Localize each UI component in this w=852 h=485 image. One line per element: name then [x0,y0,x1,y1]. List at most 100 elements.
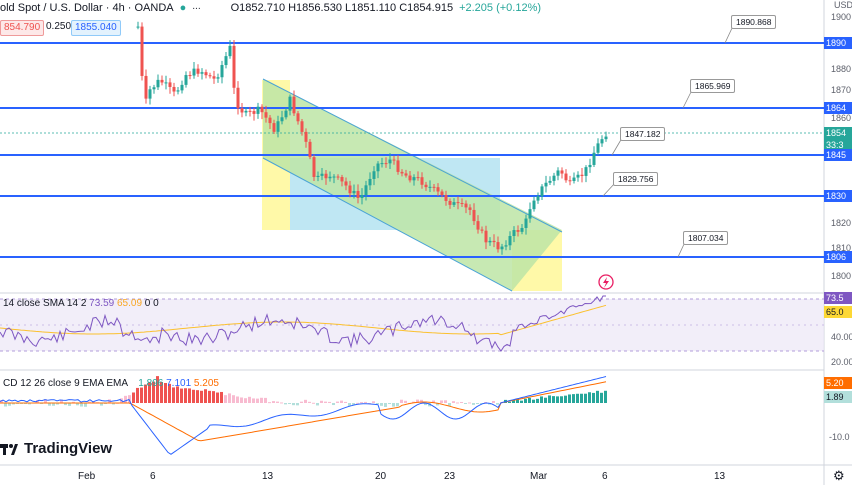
candle[interactable] [396,155,400,175]
candle[interactable] [212,70,216,84]
callout-level-2[interactable]: 1865.969 [690,79,736,93]
candle[interactable] [452,198,456,208]
candle[interactable] [140,22,144,81]
candle[interactable] [492,234,496,248]
candle[interactable] [464,200,468,214]
candle[interactable] [572,172,576,184]
candle[interactable] [180,80,184,94]
settings-icon[interactable]: ⚙ [833,468,845,483]
rsi-label[interactable]: 14 close SMA 14 2 [3,298,87,309]
candle[interactable] [204,69,208,79]
candle[interactable] [228,40,232,59]
candle[interactable] [284,107,288,120]
candle[interactable] [488,237,492,246]
candle[interactable] [388,153,392,169]
candle[interactable] [364,180,368,201]
candle[interactable] [576,171,580,182]
chart-settings-icon[interactable]: ● [179,2,187,14]
candle[interactable] [148,85,152,105]
candle[interactable] [236,81,240,115]
symbol-title[interactable]: old Spot / U.S. Dollar · 4h · OANDA [0,2,174,14]
candle[interactable] [524,214,528,235]
candle[interactable] [376,161,380,179]
candle[interactable] [580,167,584,183]
more-options-icon[interactable]: ∙∙∙ [192,2,201,14]
candle[interactable] [348,180,352,198]
candle[interactable] [184,71,188,88]
candle[interactable] [432,184,436,192]
candle[interactable] [176,86,180,95]
candle[interactable] [244,107,248,117]
candle[interactable] [144,69,148,104]
candle[interactable] [392,155,396,165]
callout-level-3[interactable]: 1847.182 [620,127,666,141]
candle[interactable] [256,102,260,119]
candle[interactable] [172,82,176,97]
candle[interactable] [276,115,280,138]
candle[interactable] [292,90,296,117]
candle[interactable] [548,176,552,186]
candle[interactable] [588,158,592,173]
candle[interactable] [224,51,228,69]
candle[interactable] [604,131,608,142]
candle[interactable] [188,71,192,80]
candle[interactable] [272,119,276,134]
candle[interactable] [600,135,604,147]
candle[interactable] [440,189,444,198]
candle[interactable] [428,180,432,192]
tradingview-logo[interactable]: TradingView [0,440,112,457]
candle[interactable] [584,165,588,183]
candle[interactable] [368,172,372,191]
candle[interactable] [436,183,440,197]
candle[interactable] [320,167,324,181]
candle[interactable] [316,171,320,182]
candle[interactable] [408,170,412,183]
candle[interactable] [248,106,252,117]
candle[interactable] [532,196,536,212]
candle[interactable] [352,184,356,199]
candle[interactable] [152,84,156,94]
callout-level-4[interactable]: 1829.756 [613,172,659,186]
candle[interactable] [460,198,464,207]
candle[interactable] [568,175,572,186]
candle[interactable] [332,174,336,184]
candle[interactable] [328,171,332,182]
candle[interactable] [336,174,340,180]
callout-level-5[interactable]: 1807.034 [683,231,729,245]
sell-button[interactable]: 854.790 [0,20,45,36]
candle[interactable] [344,177,348,191]
candle[interactable] [312,154,316,182]
lightning-icon[interactable] [598,274,614,290]
candle[interactable] [200,68,204,80]
candle[interactable] [504,240,508,251]
candle[interactable] [500,243,504,255]
candle[interactable] [356,184,360,204]
candle[interactable] [136,21,140,30]
candle[interactable] [416,171,420,181]
candle[interactable] [340,174,344,187]
candle[interactable] [592,146,596,168]
candle[interactable] [444,190,448,206]
candle[interactable] [400,169,404,177]
candle[interactable] [220,60,224,84]
buy-button[interactable]: 1855.040 [71,20,121,36]
candle[interactable] [372,166,376,186]
candle[interactable] [380,157,384,168]
candle[interactable] [232,40,236,95]
candle[interactable] [564,169,568,183]
candle[interactable] [304,128,308,148]
candle[interactable] [168,78,172,94]
candle[interactable] [420,172,424,189]
candle[interactable] [544,175,548,193]
candle[interactable] [552,172,556,186]
candle[interactable] [496,236,500,253]
candle[interactable] [456,196,460,210]
candle[interactable] [156,74,160,91]
candle[interactable] [540,184,544,200]
candle[interactable] [324,170,328,185]
candle[interactable] [480,226,484,234]
candle[interactable] [300,118,304,136]
candle[interactable] [264,105,268,123]
candle[interactable] [196,64,200,77]
